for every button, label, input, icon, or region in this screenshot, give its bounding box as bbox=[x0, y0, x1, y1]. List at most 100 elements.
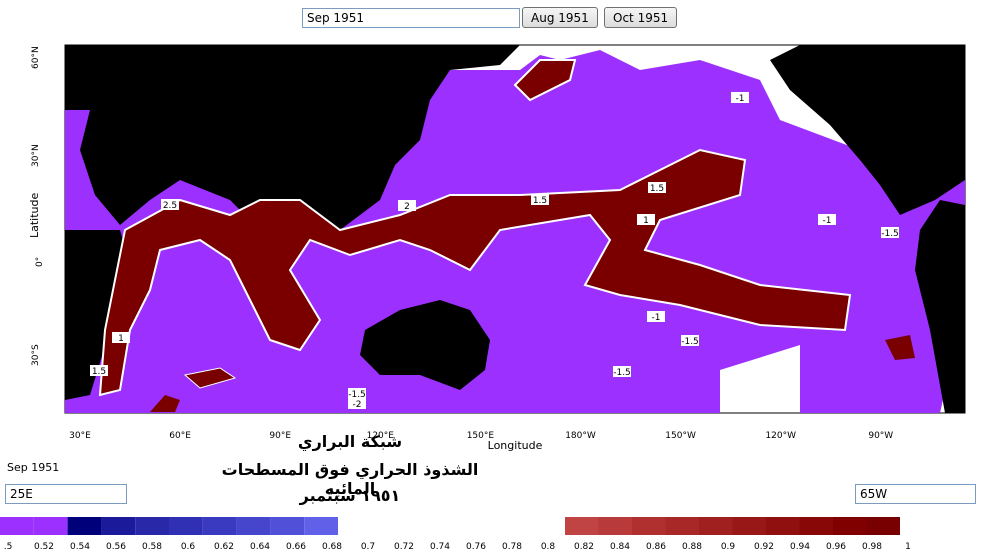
lon-min-input[interactable] bbox=[5, 484, 127, 504]
colorbar-swatch bbox=[0, 517, 34, 535]
y-axis-label: Latitude bbox=[28, 192, 41, 238]
contour-label: -1.5 bbox=[613, 368, 631, 378]
contour-label-box bbox=[398, 200, 416, 211]
contour-label-box bbox=[348, 398, 366, 409]
contour-label: 1 bbox=[118, 334, 124, 344]
colorbar-label: 0.92 bbox=[754, 542, 774, 552]
contour-label: 1.5 bbox=[650, 184, 664, 194]
contour-label: -1 bbox=[736, 94, 745, 104]
colorbar-label: 0.88 bbox=[682, 542, 702, 552]
colorbar-label: 0.62 bbox=[214, 542, 234, 552]
colorbar-label: 0.64 bbox=[250, 542, 270, 552]
land bbox=[65, 230, 135, 400]
contour-label-box bbox=[881, 227, 899, 238]
date-input[interactable] bbox=[302, 8, 520, 28]
land bbox=[770, 45, 965, 215]
lon-label: 150°W bbox=[665, 431, 696, 441]
land bbox=[360, 300, 490, 390]
contour-label: -1.5 bbox=[881, 229, 899, 239]
lat-label: 0° bbox=[35, 257, 45, 267]
land bbox=[65, 45, 520, 230]
colorbar-label: 0.8 bbox=[541, 542, 556, 552]
next-button[interactable]: Oct 1951 bbox=[604, 7, 678, 28]
lon-label: 180°W bbox=[565, 431, 596, 441]
colorbar-swatch bbox=[304, 517, 338, 535]
colorbar-swatch bbox=[236, 517, 271, 535]
contour-label-box bbox=[648, 182, 666, 193]
colorbar-label: 0.74 bbox=[430, 542, 450, 552]
anomaly-patch bbox=[885, 335, 915, 360]
colorbar-label: 0.96 bbox=[826, 542, 846, 552]
anomaly-patch bbox=[513, 59, 577, 102]
colorbar-label: 0.68 bbox=[322, 542, 342, 552]
contour-label: -1.5 bbox=[348, 390, 366, 400]
lon-max-input[interactable] bbox=[855, 484, 976, 504]
contour-label: -2 bbox=[353, 400, 362, 410]
colorbar-swatch bbox=[598, 517, 632, 535]
lat-label: 30°S bbox=[31, 344, 41, 366]
prev-button[interactable]: Aug 1951 bbox=[522, 7, 598, 28]
lon-label: 30°E bbox=[69, 431, 91, 441]
contour-label: -1 bbox=[823, 216, 832, 226]
colorbar-label: 0.9 bbox=[721, 542, 736, 552]
lon-label: 120°W bbox=[765, 431, 796, 441]
colorbar-swatch bbox=[67, 517, 102, 535]
colorbar-label: 0.76 bbox=[466, 542, 486, 552]
contour-label: 1 bbox=[643, 216, 649, 226]
colorbar-swatch bbox=[135, 517, 169, 535]
colorbar-swatch bbox=[665, 517, 699, 535]
contour-label-box bbox=[161, 199, 179, 210]
colorbar-label: 0.78 bbox=[502, 542, 522, 552]
contour-label: 2 bbox=[404, 202, 410, 212]
contour-label: 2.5 bbox=[163, 201, 177, 211]
lon-label: 60°E bbox=[169, 431, 191, 441]
anomaly-patch bbox=[150, 395, 180, 412]
colorbar-label: 0.86 bbox=[646, 542, 666, 552]
lat-label: 30°N bbox=[31, 144, 41, 167]
colorbar-label: 0.7 bbox=[361, 542, 375, 552]
date-label: Sep 1951 bbox=[7, 461, 60, 474]
colorbar-label: 0.54 bbox=[70, 542, 90, 552]
lat-label: 60°N bbox=[31, 46, 41, 69]
land bbox=[915, 200, 965, 413]
anomaly-band bbox=[98, 148, 852, 397]
colorbar-swatch bbox=[866, 517, 900, 535]
colorbar-swatch bbox=[33, 517, 68, 535]
contour-label: 1.5 bbox=[92, 367, 106, 377]
colorbar-label: 0.52 bbox=[34, 542, 54, 552]
contour-label: -1 bbox=[652, 313, 661, 323]
contour-label-box bbox=[348, 388, 366, 399]
colorbar-swatch bbox=[632, 517, 666, 535]
colorbar-swatch bbox=[699, 517, 733, 535]
contour-label-box bbox=[731, 92, 749, 103]
contour-label-box bbox=[531, 194, 549, 205]
colorbar-swatch bbox=[169, 517, 203, 535]
colorbar-label: 0.56 bbox=[106, 542, 126, 552]
contour-label-box bbox=[818, 214, 836, 225]
colorbar-label: 0.66 bbox=[286, 542, 306, 552]
colorbar-swatch bbox=[766, 517, 800, 535]
map-frame bbox=[64, 44, 966, 414]
colorbar-swatch bbox=[833, 517, 867, 535]
colorbar-label: 0.72 bbox=[394, 542, 414, 552]
colorbar-label: 0.82 bbox=[574, 542, 594, 552]
colorbar-swatch bbox=[202, 517, 237, 535]
contour-label-box bbox=[613, 366, 631, 377]
title-line: ١٩٥١ سبتمبر bbox=[299, 486, 401, 505]
contour-label-box bbox=[90, 365, 108, 376]
title-line: شبكة البراري bbox=[297, 432, 403, 451]
ocean bbox=[65, 50, 965, 413]
contour-label: 1.5 bbox=[533, 196, 547, 206]
colorbar-swatch bbox=[732, 517, 766, 535]
contour-label-box bbox=[112, 332, 130, 343]
contour-label: -1.5 bbox=[681, 337, 699, 347]
colorbar-label: 1 bbox=[905, 542, 911, 552]
contour-label-box bbox=[681, 335, 699, 346]
anomaly-patch bbox=[183, 367, 237, 389]
colorbar-swatch bbox=[101, 517, 136, 535]
title-line: الشذوذ الحراري فوق المسطحات المائيه bbox=[221, 460, 479, 498]
lon-label: 90°W bbox=[868, 431, 893, 441]
colorbar-label: 0.94 bbox=[790, 542, 810, 552]
colorbar-label: 0.58 bbox=[142, 542, 162, 552]
